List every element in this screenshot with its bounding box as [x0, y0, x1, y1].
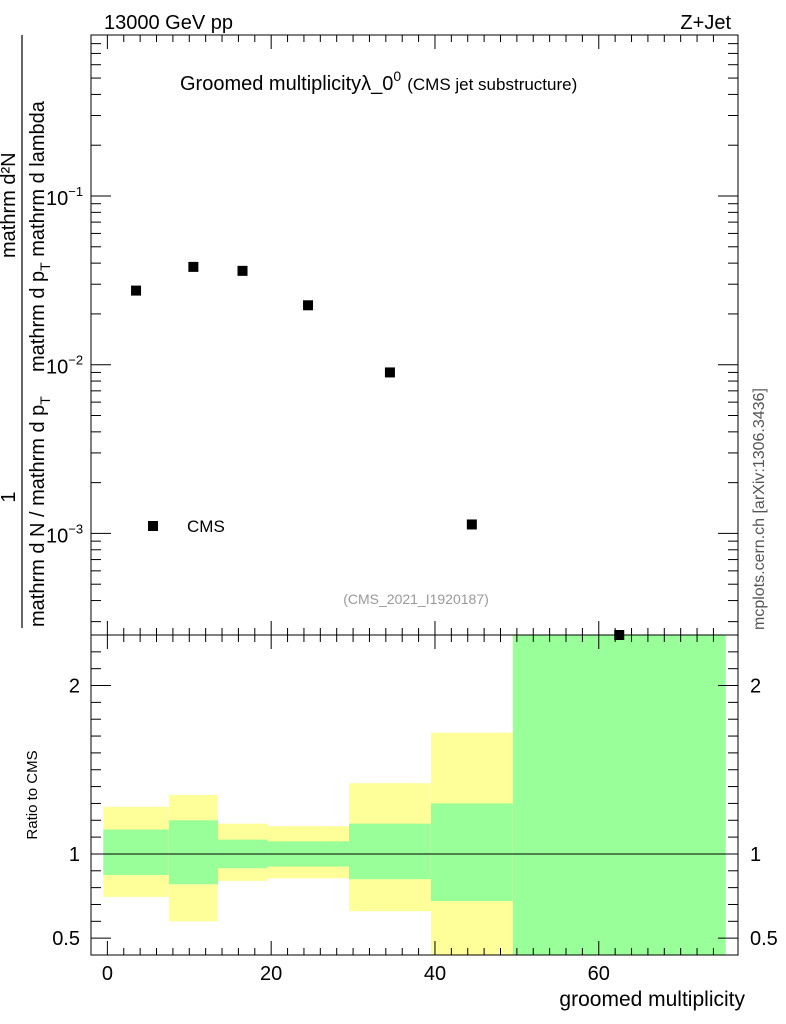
x-tick-label: 40	[424, 963, 446, 985]
data-point	[237, 265, 248, 276]
x-tick-label: 0	[102, 963, 113, 985]
data-point	[303, 300, 314, 311]
y-tick-label-ratio: 1	[69, 844, 80, 866]
y-tick-label-exp: −1	[68, 184, 83, 199]
side-label: mcplots.cern.ch [arXiv:1306.3436]	[751, 388, 768, 630]
ratio-y-axis-label: Ratio to CMS	[24, 750, 41, 839]
data-points	[131, 261, 625, 640]
y-axis-label-den-1: mathrm d p	[27, 271, 49, 372]
analysis-label: (CMS_2021_I1920187)	[343, 591, 489, 607]
x-tick-label: 60	[588, 963, 610, 985]
y-axis-label-frac-den-text: mathrm d N / mathrm d p	[27, 405, 49, 627]
y-tick-label-base: 10	[46, 357, 68, 379]
legend-marker-cms	[148, 521, 158, 531]
legend-label-cms: CMS	[187, 517, 225, 536]
y-axis-label: 1 mathrm d N / mathrm d pT mathrm d²N ma…	[0, 35, 53, 628]
x-axis-label: groomed multiplicity	[559, 988, 745, 1011]
data-point	[466, 519, 477, 530]
plot-title-main: Groomed multiplicityλ_0	[180, 73, 393, 95]
plot-title: Groomed multiplicityλ_00 (CMS jet substru…	[180, 68, 577, 95]
y-tick-label-base: 10	[46, 525, 68, 547]
ratio-band-green-6	[512, 635, 726, 955]
ratio-band-green-0	[103, 829, 169, 875]
y-axis-label-den-sub: T	[37, 262, 53, 271]
ratio-plot-frame	[90, 634, 739, 956]
y-tick-label-ratio-right: 2	[750, 676, 761, 698]
y-tick-label-ratio-right: 0.5	[750, 928, 778, 950]
ratio-band-green-5	[430, 803, 513, 902]
data-point	[614, 630, 625, 640]
y-axis-label-frac-den-sub: T	[37, 396, 53, 405]
y-tick-label-ratio-right: 1	[750, 844, 761, 866]
y-tick-label-exp: −2	[68, 353, 83, 368]
y-tick-label: 10−3	[46, 521, 83, 547]
y-tick-label-ratio: 0.5	[52, 928, 80, 950]
process-label: Z+Jet	[680, 12, 731, 34]
ratio-band-green-1	[168, 820, 218, 885]
ratio-bands	[103, 635, 726, 955]
y-tick-label-exp: −3	[68, 521, 83, 536]
y-axis-label-den: mathrm d pT mathrm d lambda	[27, 100, 53, 372]
y-tick-label-ratio: 2	[69, 676, 80, 698]
plot-title-sup: 0	[393, 68, 401, 84]
plot-subtitle: (CMS jet substructure)	[407, 75, 577, 94]
y-tick-label: 10−1	[46, 184, 83, 210]
y-axis-label-frac-one: 1	[0, 491, 20, 502]
data-point	[384, 367, 395, 378]
main-plot-frame	[90, 34, 739, 636]
x-tick-label: 20	[260, 963, 282, 985]
energy-label: 13000 GeV pp	[104, 12, 233, 34]
data-point	[131, 285, 142, 296]
ratio-band-green-4	[348, 823, 431, 880]
y-axis-label-frac-den: mathrm d N / mathrm d pT	[27, 396, 53, 627]
y-tick-label: 10−2	[46, 353, 83, 379]
y-axis-label-den-2: mathrm d lambda	[27, 100, 49, 262]
y-tick-label-base: 10	[46, 188, 68, 210]
data-point	[188, 261, 199, 272]
y-axis-label-num: mathrm d²N	[0, 152, 20, 258]
